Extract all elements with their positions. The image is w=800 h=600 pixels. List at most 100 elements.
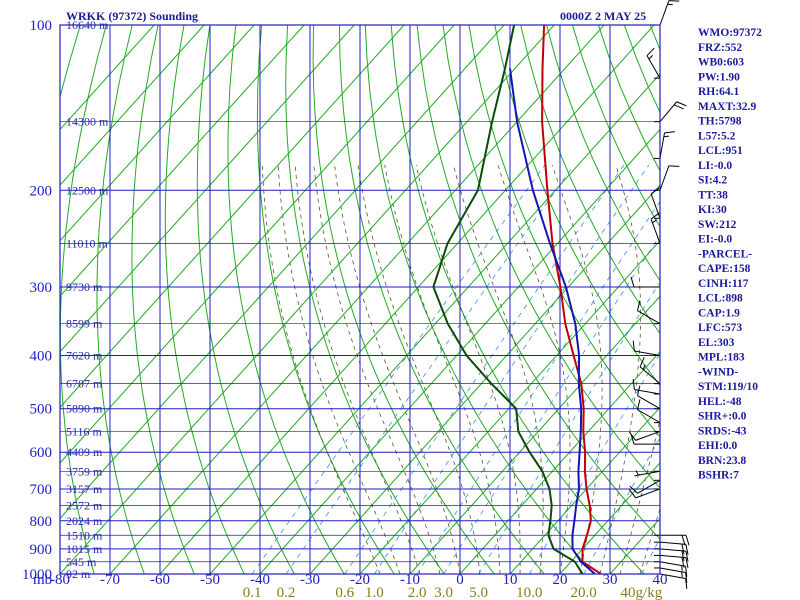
wind-barb [659, 548, 686, 552]
temperature-tick-label: -80 [50, 572, 70, 588]
mixing-ratio-line [344, 164, 625, 574]
wind-barb-feather [628, 489, 636, 499]
height-label: 12500 m [66, 183, 109, 197]
index-value: LCL:951 [698, 145, 743, 157]
isotherm [60, 25, 205, 186]
pressure-tick-label: 900 [30, 542, 53, 558]
index-value: WMO:97372 [698, 27, 762, 39]
pressure-tick-label: 500 [30, 402, 53, 418]
parcel-trace [509, 68, 596, 574]
wind-barb-feather [629, 485, 638, 494]
index-value: TT:38 [698, 189, 728, 201]
wind-barb [634, 470, 661, 477]
wind-barb-feather [663, 135, 670, 138]
wind-barb [634, 388, 661, 395]
wind-barb-feather [681, 571, 683, 578]
index-value: BSHR:7 [698, 470, 739, 482]
mixing-ratio-label: 0.6 [335, 585, 354, 600]
index-value: STM:119/10 [698, 381, 758, 393]
moist-adiabat [415, 165, 521, 574]
moist-adiabat [261, 165, 381, 574]
index-value: BRN:23.8 [698, 455, 746, 467]
wind-barb [659, 573, 686, 580]
mixing-ratio-label: 40g/kg [621, 585, 663, 600]
wind-barb-feather [628, 431, 636, 441]
wind-barb [659, 554, 686, 559]
temperature-tick-label: 30 [603, 572, 618, 588]
mixing-ratio-line [443, 234, 660, 574]
temperature-tick-label: -40 [250, 572, 270, 588]
index-value: HEL:-48 [698, 396, 742, 408]
wind-barb [659, 101, 678, 122]
moist-adiabat [599, 164, 641, 574]
wind-barb-feather [681, 543, 685, 555]
index-value: LFC:573 [698, 322, 742, 334]
isotherm [409, 295, 660, 574]
wind-barb-feather [685, 578, 688, 589]
wind-barb-feather [681, 535, 686, 546]
wind-barb-feather [635, 470, 639, 476]
wind-barb-feather [639, 357, 645, 368]
wind-barb-feather [630, 433, 635, 445]
mixing-ratio-label: 5.0 [469, 585, 488, 600]
mixing-ratio-line [478, 281, 660, 574]
isotherm [60, 25, 455, 464]
wind-barb-feather [685, 566, 688, 577]
isotherm [259, 128, 660, 574]
mixing-ratio-label: 0.2 [277, 585, 296, 600]
wind-barb-feather [685, 557, 689, 569]
index-value: CAPE:158 [698, 263, 751, 275]
pressure-tick-label: 700 [30, 482, 53, 498]
isotherm [559, 462, 660, 574]
pressure-tick-label: 600 [30, 445, 53, 461]
isotherm [60, 25, 505, 520]
mixing-ratio-label: 3.0 [434, 585, 453, 600]
index-value: EL:303 [698, 337, 735, 349]
height-label: 3759 m [66, 464, 103, 478]
temperature-tick-label: 0 [456, 572, 464, 588]
sounding-traces [432, 25, 602, 574]
wind-barb [659, 132, 666, 159]
pressure-tick-label: 200 [30, 183, 53, 199]
wind-barb-feather [681, 565, 683, 571]
index-value: CINH:117 [698, 278, 749, 290]
index-value: FRZ:552 [698, 42, 742, 54]
height-label: 4409 m [66, 445, 103, 459]
temperature-tick-label: 40 [653, 572, 668, 588]
wind-barb-feather [685, 572, 688, 583]
wind-barb [639, 366, 661, 384]
height-label: 5890 m [66, 402, 103, 416]
moist-adiabat [384, 165, 501, 574]
index-value: MPL:183 [698, 352, 745, 364]
temperature-tick-label: -70 [100, 572, 120, 588]
mixing-ratio-line [416, 200, 660, 574]
mixing-ratio-line [374, 164, 650, 574]
isotherm [60, 25, 305, 297]
wind-barb [659, 567, 686, 573]
height-label: 1510 m [66, 528, 103, 542]
height-label: 545 m [66, 555, 97, 569]
index-value: MAXT:32.9 [698, 101, 756, 113]
isotherm [159, 25, 655, 574]
mixing-ratio-line [251, 164, 546, 574]
height-label: 8599 m [66, 317, 103, 331]
moist-adiabat [453, 164, 544, 574]
height-label: 2024 m [66, 514, 103, 528]
wind-barb [635, 430, 661, 441]
index-value: EHI:0.0 [698, 440, 738, 452]
temperature-tick-label: -10 [400, 572, 420, 588]
mixing-ratio-label: 20.0 [570, 585, 596, 600]
temperature-tick-label: -60 [150, 572, 170, 588]
isotherm [60, 25, 405, 409]
wind-barb [659, 165, 670, 191]
temperature-trace [541, 25, 602, 574]
isotherm [60, 25, 555, 574]
mixing-ratio-label: 0.1 [243, 585, 262, 600]
pressure-tick-label: 1000 [22, 567, 52, 583]
wind-barb-feather [676, 101, 687, 107]
isotherm [60, 25, 255, 242]
index-value: SRDS:-43 [698, 425, 747, 437]
index-value: KI:30 [698, 204, 727, 216]
